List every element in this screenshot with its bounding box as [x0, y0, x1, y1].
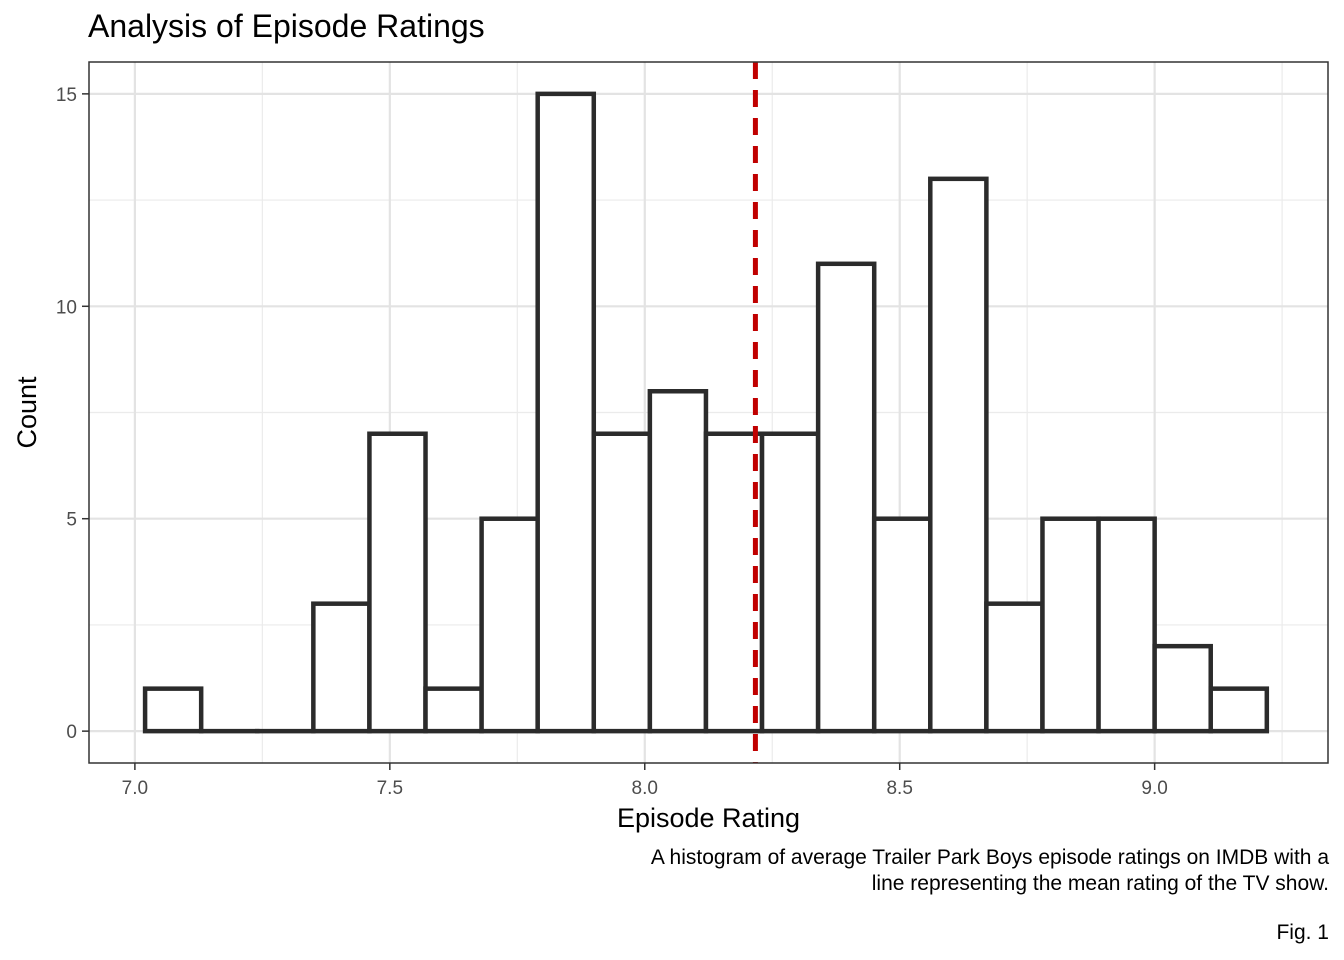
y-tick-label: 10	[56, 297, 77, 318]
x-tick-label: 9.0	[1141, 778, 1167, 799]
histogram-bar-1	[142, 686, 204, 734]
x-tick-label: 7.0	[122, 778, 148, 799]
x-axis-title: Episode Rating	[617, 803, 800, 833]
histogram-bar-11	[703, 431, 765, 734]
x-axis-ticks: 7.0 7.5 8.0 8.5 9.0	[122, 763, 1168, 799]
figure-label: Fig. 1	[1276, 921, 1329, 944]
x-tick-label: 8.0	[632, 778, 658, 799]
histogram-bar-20	[1208, 686, 1270, 734]
y-tick-label: 0	[66, 722, 77, 743]
histogram-bar-19	[1152, 643, 1213, 734]
histogram-bar-14	[871, 516, 933, 734]
figure-caption: A histogram of average Trailer Park Boys…	[650, 846, 1329, 895]
y-tick-label: 5	[66, 510, 77, 531]
panel-border	[88, 61, 1329, 764]
histogram-bar-17	[1040, 516, 1101, 734]
histogram-bar-7	[479, 516, 540, 734]
histogram-bar-13	[815, 261, 877, 734]
histogram-bars	[142, 91, 1270, 734]
y-axis-title: Count	[12, 376, 42, 449]
histogram-bar-15	[928, 176, 989, 734]
y-axis-ticks: 0 5 10 15	[56, 85, 89, 743]
histogram-bar-18	[1096, 516, 1157, 734]
histogram-bar-10	[647, 389, 709, 734]
x-tick-label: 8.5	[886, 778, 912, 799]
histogram-bar-6	[423, 686, 484, 734]
histogram-bar-8	[535, 91, 597, 734]
chart-title: Analysis of Episode Ratings	[88, 8, 485, 44]
x-tick-label: 7.5	[377, 778, 403, 799]
histogram-bar-16	[984, 601, 1045, 734]
y-tick-label: 15	[56, 85, 77, 106]
histogram-bar-4	[311, 601, 372, 734]
histogram-bar-12	[759, 431, 821, 734]
histogram-bar-5	[367, 431, 428, 734]
histogram-bar-9	[591, 431, 653, 734]
